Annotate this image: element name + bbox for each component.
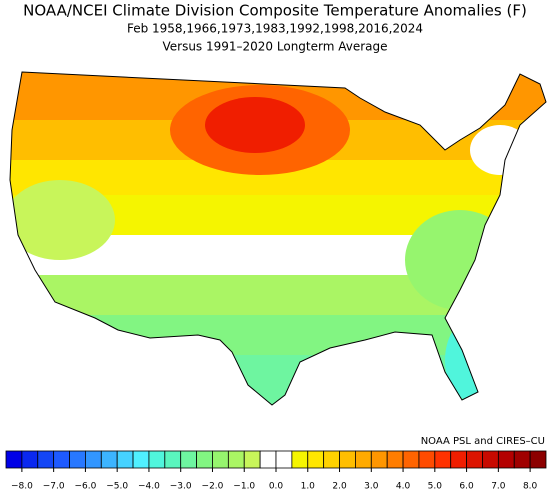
tick-label: 2.0 [332, 482, 347, 492]
colorbar-bin [434, 450, 452, 469]
colorbar-bin [53, 450, 70, 469]
tick-label: −6.0 [74, 482, 96, 492]
colorbar-bin [85, 450, 102, 469]
colorbar-bin [291, 450, 309, 469]
tick-label: 3.0 [364, 482, 379, 492]
colorbar-bin [339, 450, 356, 469]
tick-label: 7.0 [491, 482, 506, 492]
colorbar-bin [212, 450, 229, 469]
colorbar-bin [323, 450, 340, 469]
colorbar-bin [307, 450, 325, 469]
colorbar-bin [418, 450, 436, 469]
tick-label: −4.0 [138, 482, 160, 492]
us-outline [9, 71, 547, 406]
map [10, 72, 546, 405]
colorbar-bin [402, 450, 420, 469]
tick-label: −5.0 [106, 482, 128, 492]
colorbar-bin [355, 450, 372, 469]
colorbar-bin [116, 450, 134, 469]
tick-label: −7.0 [43, 482, 65, 492]
colorbar-bin [100, 450, 118, 469]
colorbar-bin [164, 450, 182, 469]
colorbar-bin [5, 450, 23, 469]
tick-label: −2.0 [202, 482, 224, 492]
tick-label: 4.0 [396, 482, 411, 492]
colorbar-bin [386, 450, 404, 469]
colorbar-bin [243, 450, 261, 469]
colorbar-bin [482, 450, 499, 469]
subtitle: Versus 1991–2020 Longterm Average [162, 40, 387, 54]
tick-label: 0.0 [269, 482, 284, 492]
subtitle: Feb 1958,1966,1973,1983,1992,1998,2016,2… [127, 22, 423, 36]
colorbar-bin [497, 450, 515, 469]
colorbar-bin [21, 450, 39, 469]
tick-label: −8.0 [11, 482, 33, 492]
tick-label: 8.0 [523, 482, 538, 492]
colorbar-bin [132, 450, 150, 469]
colorbar: −8.0 −7.0 −6.0 −5.0 −4.0 −3.0 −2.0 −1.0 0.0 1.0 2.… [5, 450, 547, 492]
colorbar-bin [227, 450, 245, 469]
colorbar-bin [450, 450, 467, 469]
colorbar-bin [466, 450, 483, 469]
colorbar-bin [513, 450, 531, 469]
colorbar-bin [69, 450, 86, 469]
colorbar-bin [529, 450, 547, 469]
colorbar-bin [259, 450, 277, 469]
tick-label: −1.0 [233, 482, 255, 492]
tick-label: 5.0 [428, 482, 443, 492]
tick-label: −3.0 [170, 482, 192, 492]
credit: NOAA PSL and CIRES–CU [421, 436, 545, 447]
tick-label: 6.0 [459, 482, 474, 492]
tick-label: 1.0 [301, 482, 316, 492]
title: NOAA/NCEI Climate Division Composite Tem… [23, 2, 527, 20]
colorbar-bin [37, 450, 55, 469]
colorbar-bin [196, 450, 213, 469]
colorbar-bin [148, 450, 166, 469]
colorbar-bin [275, 450, 293, 469]
colorbar-bin [370, 450, 388, 469]
colorbar-bin [180, 450, 197, 469]
